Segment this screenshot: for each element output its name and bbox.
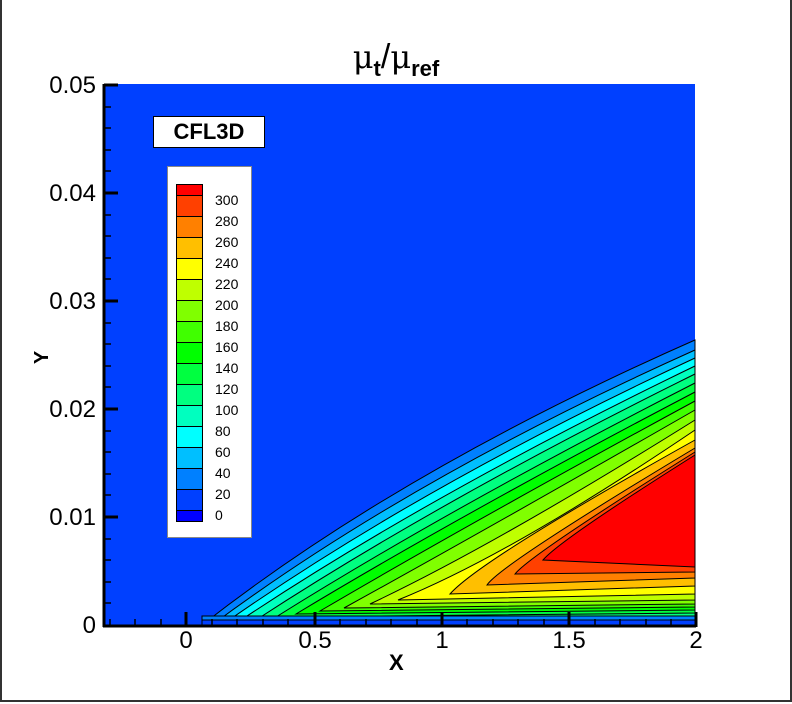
legend-swatch [176,258,203,280]
legend-swatch [176,447,203,469]
legend-label: 180 [215,318,239,334]
legend-label: 140 [215,360,239,376]
legend-swatch [176,510,203,522]
x-axis-label: X [389,650,404,675]
solver-annotation: CFL3D [153,116,265,148]
title-sub-t: t [373,56,381,81]
legend-label: 160 [215,339,239,355]
y-axis-label: Y [31,350,54,365]
y-tick-label: 0.01 [49,504,96,531]
legend-label: 80 [215,423,231,439]
title-mu-1: μ [352,38,374,76]
y-tick-label: 0 [82,612,96,639]
y-tick-label: 0.04 [49,180,96,207]
legend-swatch [176,216,203,238]
y-tick-label: 0.05 [49,72,96,99]
x-tick-label: 1 [435,627,449,654]
legend-swatch [176,468,203,490]
legend-label: 240 [215,255,239,271]
y-tick-label: 0.02 [49,396,96,423]
legend-swatch [176,342,203,364]
x-tick-label: 0 [179,627,193,654]
legend-label: 0 [215,507,223,523]
legend-label: 280 [215,213,239,229]
legend-label: 200 [215,297,239,313]
legend-swatch [176,384,203,406]
title-slash: / [380,38,391,76]
legend-swatch [176,300,203,322]
chart-title: μt/μref [0,38,792,82]
legend-swatch [176,321,203,343]
legend-swatch [176,426,203,448]
legend-label: 20 [215,486,231,502]
legend-swatch [176,363,203,385]
legend-swatch [176,489,203,511]
title-sub-ref: ref [411,56,440,81]
x-tick-label: 0.5 [298,627,332,654]
contour-bands [200,339,696,626]
legend-label: 300 [215,192,239,208]
legend-swatch [176,405,203,427]
axes [102,83,698,628]
y-tick-label: 0.03 [49,288,96,315]
legend-swatch [176,195,203,217]
legend-label: 40 [215,465,231,481]
minor-ticks [104,106,672,626]
x-tick-label: 2 [689,627,703,654]
title-mu-2: μ [390,38,412,76]
legend-swatch [176,237,203,259]
legend-label: 220 [215,276,239,292]
legend-label: 60 [215,444,231,460]
legend-label: 100 [215,402,239,418]
legend-label: 260 [215,234,239,250]
legend-label: 120 [215,381,239,397]
near-wall-bands [201,615,696,626]
color-legend: 300 280 260 240 220 200 180 160 140 120 … [167,166,252,538]
legend-swatch [176,279,203,301]
x-tick-label: 1.5 [552,627,586,654]
